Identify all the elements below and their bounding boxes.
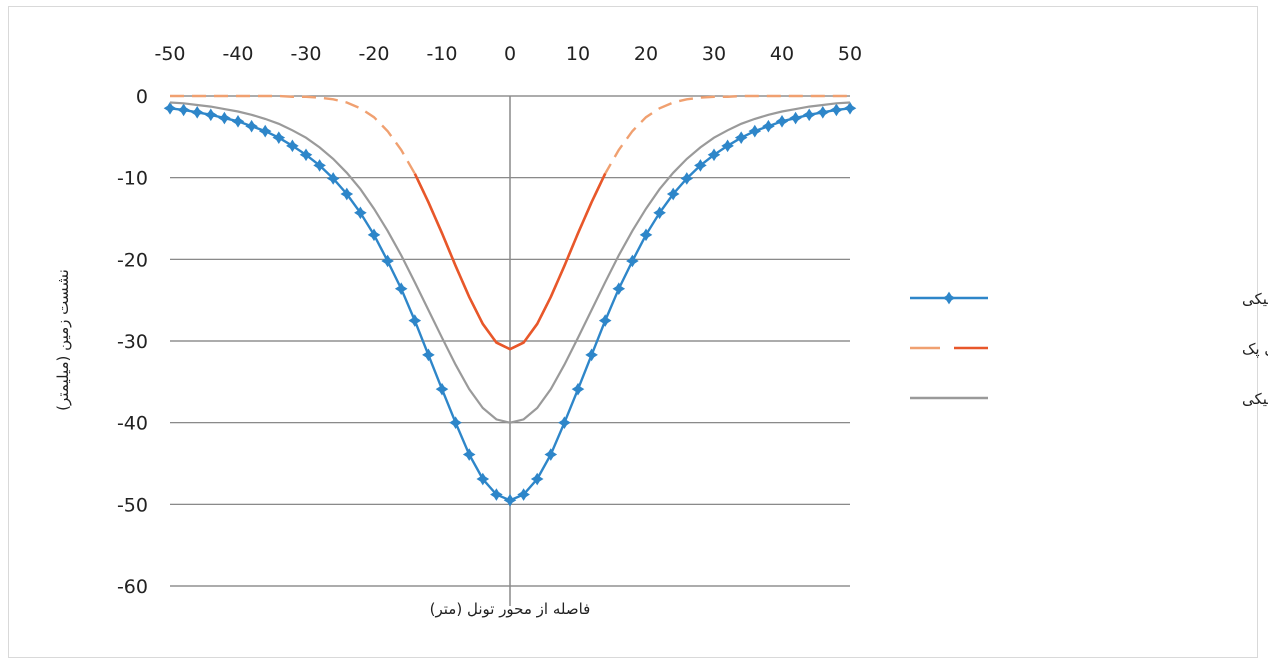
legend-label: روش تحلیلی پک <box>1242 340 1268 359</box>
series-line-without-traffic <box>169 101 851 424</box>
series-line-analytical-core <box>413 173 607 351</box>
data-point-marker <box>789 111 802 125</box>
data-point-marker <box>354 206 367 220</box>
data-point-marker <box>626 254 639 268</box>
y-tick-label: -10 <box>117 168 148 190</box>
x-tick-label: -30 <box>290 43 321 65</box>
data-point-marker <box>163 101 177 115</box>
data-point-marker <box>231 115 245 128</box>
data-point-marker <box>816 106 830 119</box>
data-point-marker <box>272 131 286 144</box>
x-tick-label: 30 <box>702 43 726 65</box>
data-point-marker <box>694 159 707 172</box>
x-axis-title: فاصله از محور تونل (متر) <box>430 600 591 618</box>
data-point-marker <box>204 108 218 122</box>
data-point-marker <box>734 131 748 144</box>
data-point-marker <box>462 448 476 461</box>
data-point-marker <box>530 472 544 486</box>
data-point-marker <box>558 416 571 429</box>
data-point-marker <box>544 448 558 461</box>
x-tick-label: -10 <box>426 43 457 65</box>
x-tick-label: 10 <box>566 43 590 65</box>
y-axis-title: نشست زمین (میلیمتر) <box>54 269 72 411</box>
data-point-marker <box>503 493 517 507</box>
x-tick-label: -40 <box>222 43 253 65</box>
data-point-marker <box>422 348 435 362</box>
data-point-marker <box>218 111 231 125</box>
data-point-marker <box>381 254 394 268</box>
x-tick-labels: -50 -40 -30 -20 -10 0 10 20 30 40 50 <box>154 43 862 65</box>
data-point-marker <box>666 187 680 201</box>
y-tick-labels: 0 -10 -20 -30 -40 -50 -60 <box>117 86 148 598</box>
data-point-marker <box>762 119 775 133</box>
x-tick-label: 40 <box>770 43 794 65</box>
x-tick-label: 50 <box>838 43 862 65</box>
legend-label: روش عددی با بار ترافیکی <box>1242 290 1268 308</box>
data-point-marker <box>313 159 326 172</box>
data-point-marker <box>775 115 789 128</box>
data-point-marker <box>258 124 272 138</box>
data-point-marker <box>177 103 190 117</box>
data-point-marker <box>653 206 666 220</box>
data-point-marker <box>449 416 462 429</box>
data-point-marker <box>680 172 694 185</box>
legend: روش عددی با بار ترافیکی روش تحلیلی پک روش … <box>910 290 1268 408</box>
data-point-marker <box>476 472 490 486</box>
data-point-marker <box>571 382 585 396</box>
data-point-marker <box>286 139 299 153</box>
data-point-marker <box>517 488 530 501</box>
data-point-marker <box>612 282 626 296</box>
x-tick-label: 0 <box>504 43 516 65</box>
series-lines <box>163 94 857 507</box>
y-tick-label: -50 <box>117 494 148 516</box>
data-point-marker <box>748 124 762 138</box>
y-tick-label: 0 <box>136 86 148 108</box>
x-tick-label: -50 <box>154 43 185 65</box>
data-point-marker <box>802 108 816 122</box>
data-point-marker <box>190 106 204 119</box>
series-line-analytical <box>170 94 850 351</box>
legend-label: روش عددی بدون بار ترافیکی <box>1242 390 1268 408</box>
data-point-marker <box>843 101 857 115</box>
data-point-marker <box>830 103 843 117</box>
data-point-marker <box>435 382 449 396</box>
y-tick-label: -60 <box>117 576 148 598</box>
data-point-marker <box>721 139 734 153</box>
data-point-marker <box>490 488 503 501</box>
y-tick-label: -40 <box>117 413 148 435</box>
legend-marker <box>942 291 956 305</box>
data-point-marker <box>707 148 721 162</box>
data-point-marker <box>299 148 313 162</box>
y-tick-label: -30 <box>117 331 148 353</box>
data-point-marker <box>340 187 354 201</box>
data-point-marker <box>639 228 653 242</box>
data-point-marker <box>585 348 598 362</box>
data-point-marker <box>326 172 340 185</box>
x-tick-label: 20 <box>634 43 658 65</box>
data-point-marker <box>408 314 422 327</box>
data-point-marker <box>367 228 381 242</box>
y-tick-label: -20 <box>117 249 148 271</box>
x-tick-label: -20 <box>358 43 389 65</box>
data-point-marker <box>598 314 612 327</box>
data-point-marker <box>394 282 408 296</box>
data-point-marker <box>245 119 258 133</box>
